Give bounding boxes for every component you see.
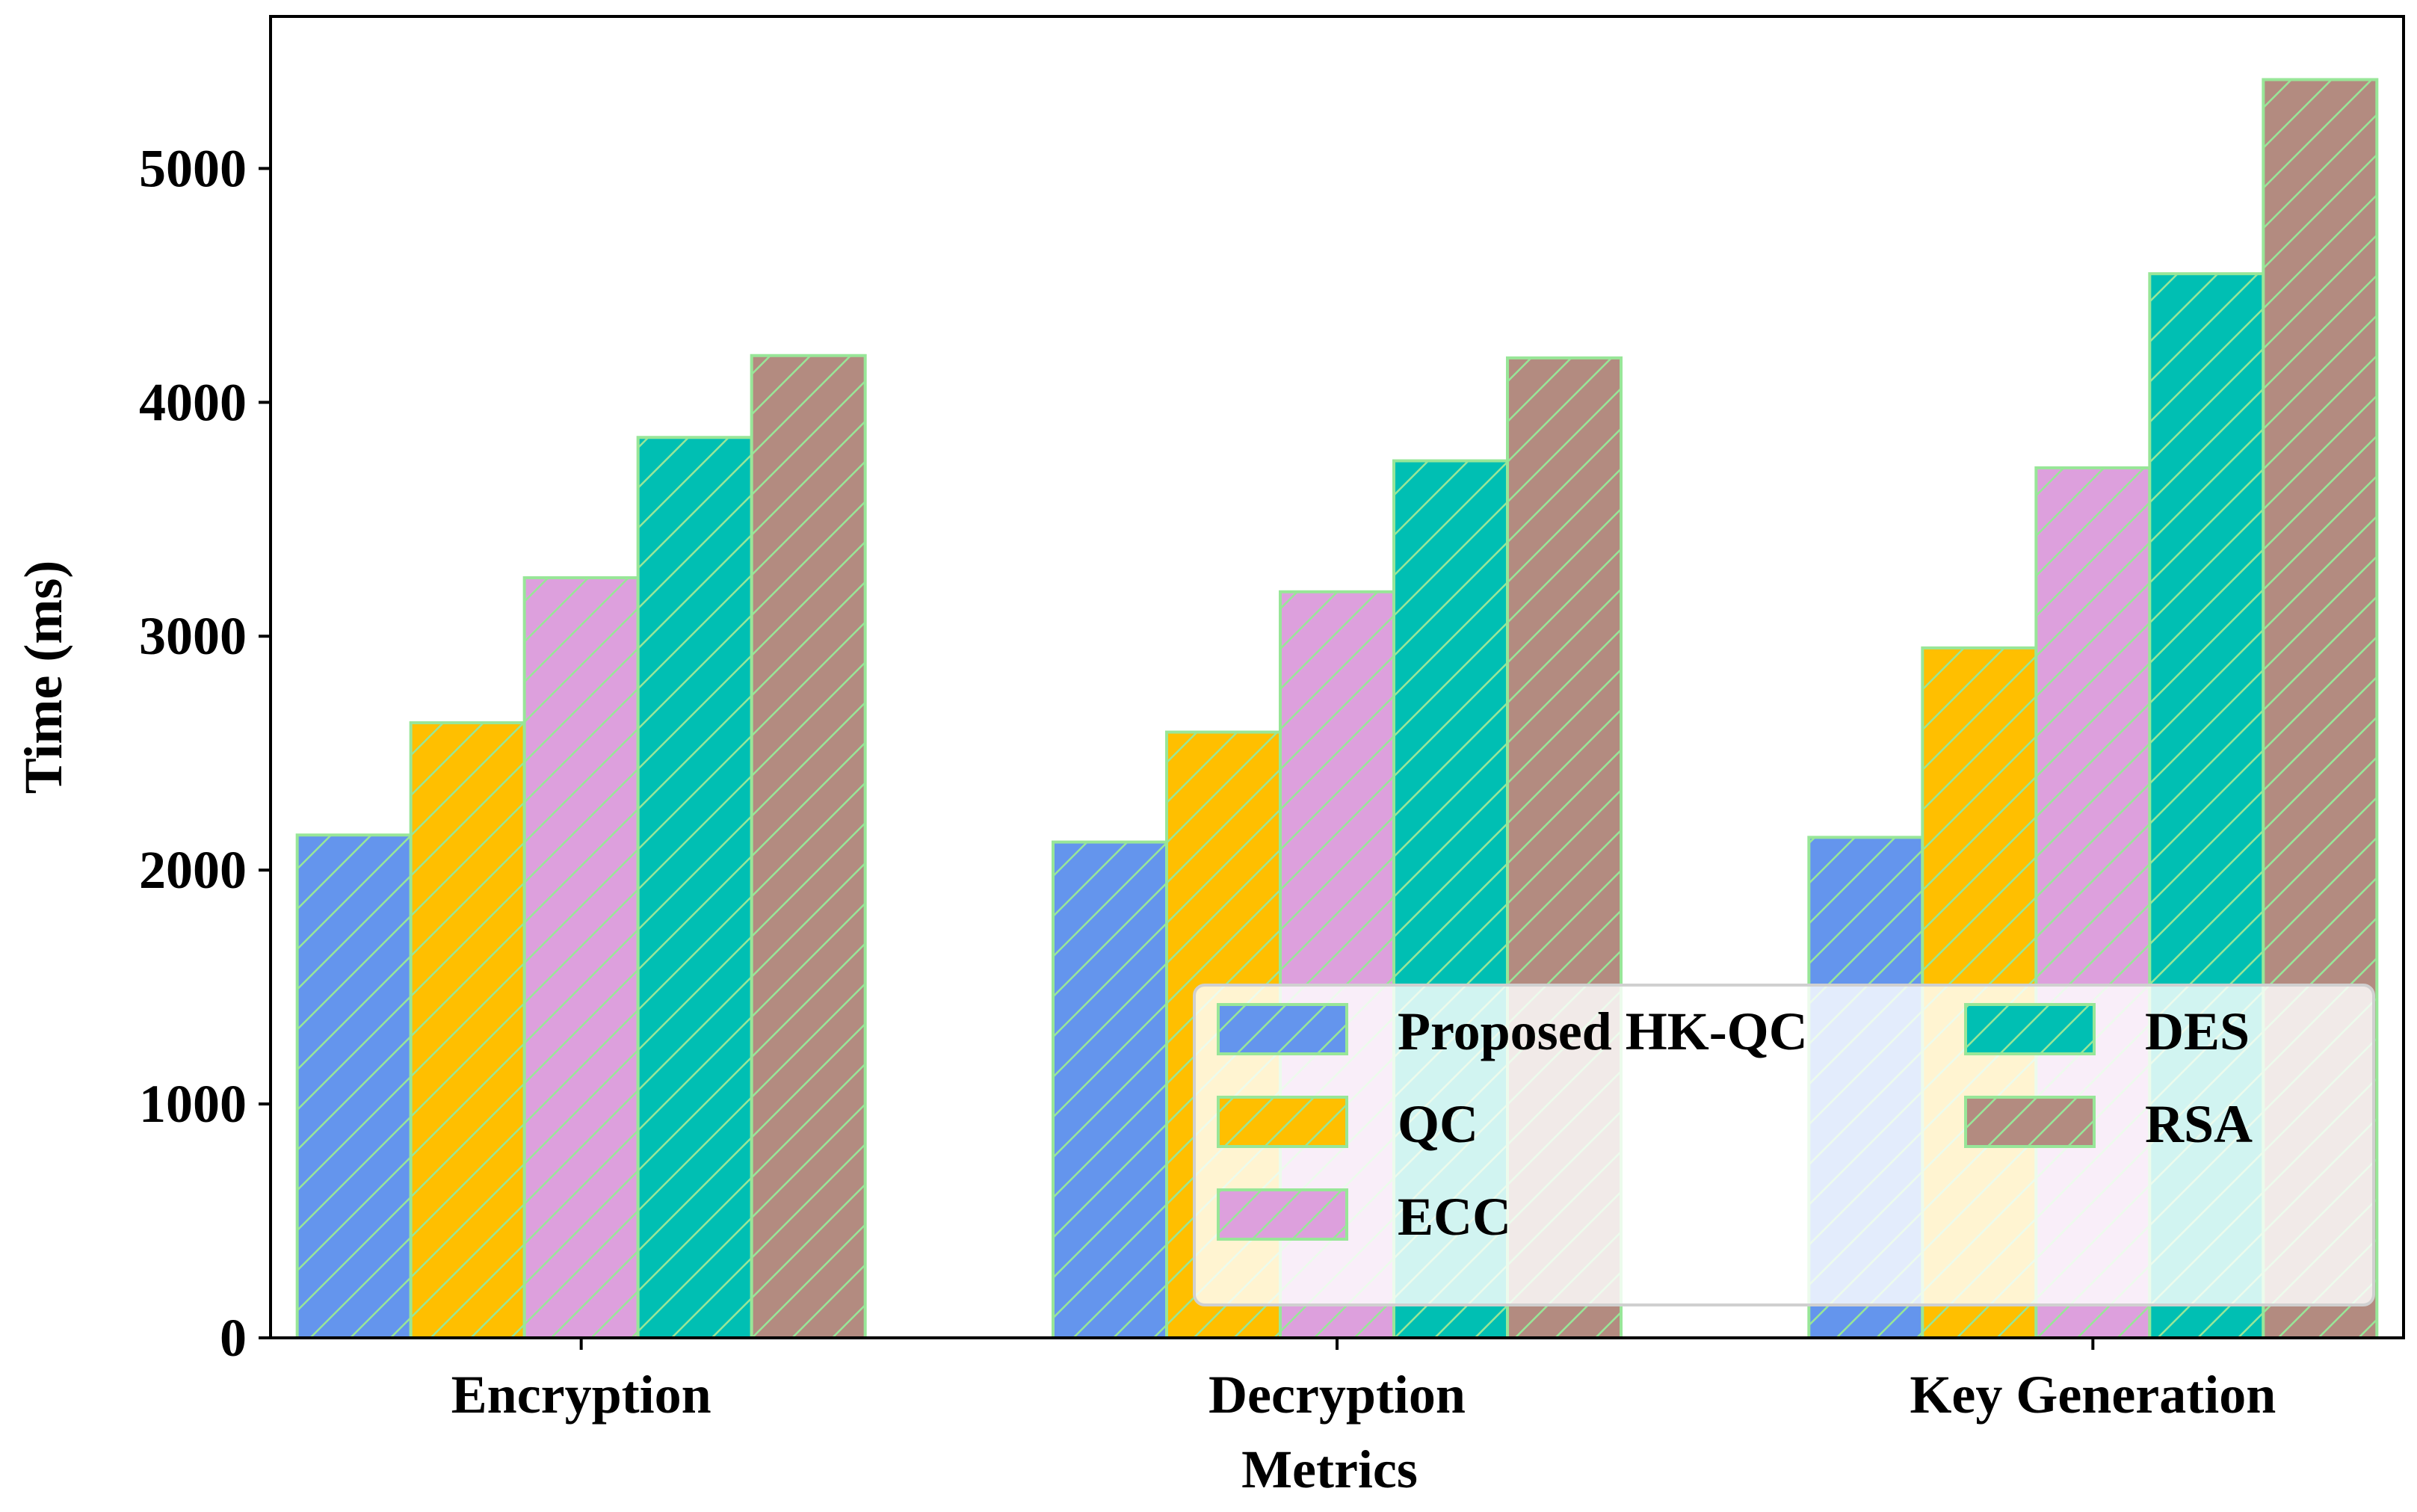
legend-swatch (1964, 1096, 2096, 1148)
y-tick-label: 2000 (139, 840, 247, 900)
x-axis: Encryption Decryption Key Generation (451, 1338, 2276, 1425)
legend-swatch (1217, 1003, 1348, 1055)
y-tick-label: 4000 (139, 372, 247, 432)
legend-label: QC (1398, 1094, 1478, 1154)
bar-ecc-encryption (522, 576, 640, 1339)
legend-label: RSA (2145, 1094, 2253, 1154)
bar-des-encryption (636, 436, 753, 1340)
legend-swatch (1964, 1003, 2096, 1055)
legend-swatch (1217, 1096, 1348, 1148)
y-tick-label: 3000 (139, 606, 247, 666)
legend-label: Proposed HK-QC (1398, 1002, 1808, 1061)
x-axis-title: Metrics (1241, 1440, 1418, 1499)
y-axis-title: Time (ms) (13, 561, 73, 794)
legend-label: ECC (1398, 1187, 1511, 1247)
bar-proposed-hk-qc-encryption (295, 833, 413, 1339)
y-axis: 0 1000 2000 3000 4000 5000 (139, 138, 271, 1368)
legend-box (1193, 984, 2375, 1306)
legend-label: DES (2145, 1002, 2250, 1061)
x-tick-label: Decryption (1208, 1365, 1466, 1425)
x-tick-label: Key Generation (1910, 1365, 2276, 1425)
legend: Proposed HK-QC QC ECC DES RSA (1193, 984, 2375, 1306)
legend-swatch (1217, 1188, 1348, 1241)
bar-proposed-hk-qc-decryption (1052, 840, 1168, 1340)
bar-rsa-encryption (750, 354, 867, 1340)
bar-qc-encryption (409, 721, 526, 1339)
y-tick-label: 5000 (139, 138, 247, 198)
x-tick-label: Encryption (451, 1365, 711, 1425)
y-tick-label: 1000 (139, 1074, 247, 1134)
y-tick-label: 0 (220, 1308, 247, 1368)
